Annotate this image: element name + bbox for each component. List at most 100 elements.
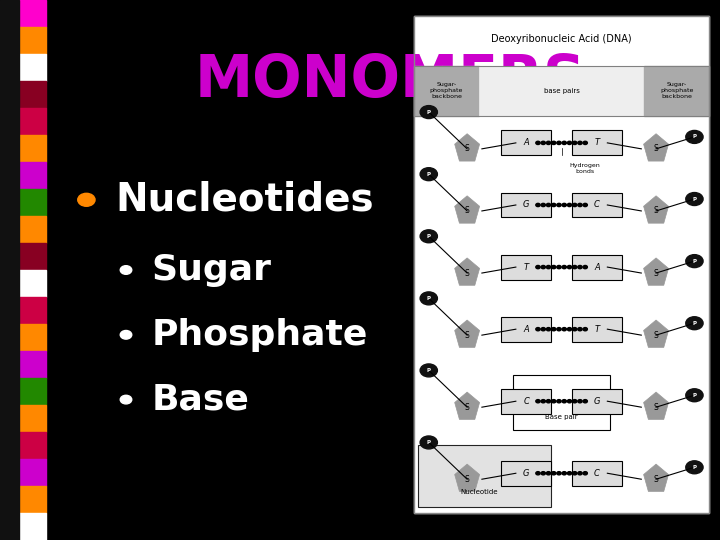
Text: P: P	[693, 197, 696, 201]
FancyBboxPatch shape	[501, 389, 551, 414]
Text: C: C	[594, 469, 600, 478]
Circle shape	[420, 292, 437, 305]
Text: C: C	[523, 397, 529, 406]
Circle shape	[583, 204, 588, 207]
Circle shape	[685, 193, 703, 206]
Bar	[19, 378, 46, 405]
Bar	[479, 66, 644, 116]
Circle shape	[546, 400, 551, 403]
Bar	[19, 189, 46, 216]
Bar	[19, 405, 46, 432]
Bar	[414, 66, 479, 116]
Circle shape	[552, 471, 556, 475]
Circle shape	[536, 471, 540, 475]
Text: P: P	[693, 259, 696, 264]
Circle shape	[546, 266, 551, 269]
Circle shape	[567, 266, 572, 269]
Text: Nucleotides: Nucleotides	[115, 181, 374, 219]
Bar	[19, 513, 46, 540]
Circle shape	[557, 400, 561, 403]
Text: T: T	[595, 138, 600, 147]
Circle shape	[546, 328, 551, 331]
Text: MONOMERS: MONOMERS	[194, 52, 585, 110]
Circle shape	[541, 471, 545, 475]
Circle shape	[578, 141, 582, 145]
Circle shape	[552, 266, 556, 269]
Circle shape	[557, 471, 561, 475]
Bar	[19, 54, 46, 81]
Bar	[19, 270, 46, 297]
Text: Sugar-
phosphate
backbone: Sugar- phosphate backbone	[660, 83, 693, 99]
Circle shape	[583, 471, 588, 475]
Text: S: S	[654, 268, 658, 278]
Circle shape	[567, 204, 572, 207]
Bar	[19, 459, 46, 486]
Text: S: S	[654, 206, 658, 215]
Circle shape	[685, 131, 703, 144]
Text: Phosphate: Phosphate	[151, 318, 368, 352]
Circle shape	[572, 204, 577, 207]
Bar	[644, 66, 709, 116]
Circle shape	[120, 266, 132, 274]
FancyBboxPatch shape	[501, 193, 551, 218]
Circle shape	[420, 106, 437, 119]
FancyBboxPatch shape	[501, 131, 551, 156]
Bar	[19, 351, 46, 378]
Circle shape	[578, 266, 582, 269]
Text: P: P	[427, 296, 431, 301]
Text: P: P	[693, 321, 696, 326]
Circle shape	[541, 400, 545, 403]
Text: P: P	[427, 234, 431, 239]
Circle shape	[536, 400, 540, 403]
Circle shape	[557, 204, 561, 207]
Circle shape	[685, 255, 703, 268]
Circle shape	[546, 204, 551, 207]
Circle shape	[562, 400, 567, 403]
Text: T: T	[523, 262, 528, 272]
Circle shape	[557, 328, 561, 331]
Circle shape	[536, 266, 540, 269]
FancyBboxPatch shape	[513, 375, 611, 430]
Circle shape	[567, 400, 572, 403]
Text: S: S	[654, 144, 658, 153]
Circle shape	[567, 471, 572, 475]
Text: T: T	[595, 325, 600, 334]
FancyBboxPatch shape	[501, 317, 551, 342]
Circle shape	[536, 328, 540, 331]
Text: G: G	[523, 200, 529, 210]
FancyBboxPatch shape	[572, 131, 622, 156]
Bar	[19, 297, 46, 324]
Circle shape	[685, 389, 703, 402]
Circle shape	[578, 328, 582, 331]
Circle shape	[583, 141, 588, 145]
FancyBboxPatch shape	[501, 461, 551, 485]
Text: P: P	[427, 440, 431, 445]
Circle shape	[685, 317, 703, 330]
Text: S: S	[654, 475, 658, 484]
Circle shape	[557, 266, 561, 269]
Circle shape	[546, 141, 551, 145]
Text: P: P	[427, 110, 431, 114]
Polygon shape	[454, 320, 480, 347]
Bar	[19, 0, 46, 27]
FancyBboxPatch shape	[572, 317, 622, 342]
Polygon shape	[644, 392, 669, 420]
Polygon shape	[644, 196, 669, 223]
Bar	[19, 108, 46, 135]
Bar	[414, 66, 709, 116]
Polygon shape	[644, 134, 669, 161]
Text: S: S	[465, 268, 469, 278]
Bar	[414, 16, 709, 513]
Circle shape	[562, 471, 567, 475]
Text: S: S	[465, 144, 469, 153]
Polygon shape	[454, 134, 480, 161]
Circle shape	[572, 471, 577, 475]
Circle shape	[572, 328, 577, 331]
FancyBboxPatch shape	[572, 389, 622, 414]
Text: Base: Base	[151, 383, 249, 416]
Circle shape	[420, 364, 437, 377]
FancyBboxPatch shape	[572, 461, 622, 485]
Text: Base pair: Base pair	[545, 414, 578, 420]
Text: S: S	[465, 206, 469, 215]
Circle shape	[578, 400, 582, 403]
